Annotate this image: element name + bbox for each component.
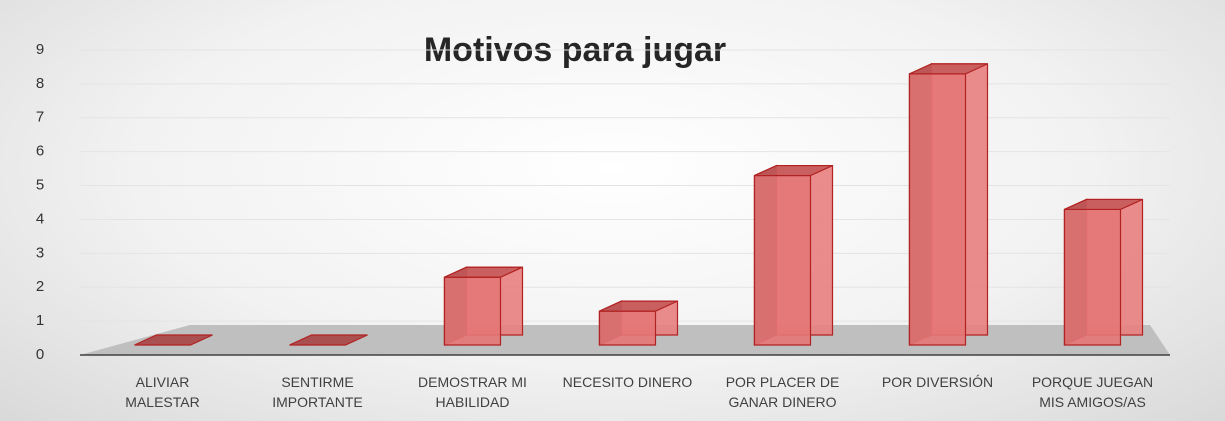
y-tick-label: 9 bbox=[36, 41, 44, 58]
bar bbox=[753, 164, 834, 346]
bar-front bbox=[753, 174, 812, 346]
bar bbox=[289, 334, 368, 346]
bar bbox=[908, 62, 989, 346]
bar-top bbox=[599, 300, 678, 312]
x-tick-label: SENTIRME IMPORTANTE bbox=[272, 374, 363, 410]
bar bbox=[134, 334, 213, 346]
bar bbox=[598, 300, 679, 346]
x-tick-label: POR DIVERSIÓN bbox=[881, 374, 994, 390]
bar-front bbox=[908, 73, 967, 346]
x-tick-label: POR PLACER DE GANAR DINERO bbox=[725, 374, 840, 410]
bar bbox=[1063, 198, 1144, 346]
y-tick-label: 1 bbox=[36, 312, 44, 329]
bar-top bbox=[1064, 198, 1143, 211]
y-tick-label: 3 bbox=[36, 244, 44, 261]
y-tick-label: 7 bbox=[36, 109, 44, 126]
y-tick-label: 6 bbox=[36, 143, 44, 160]
bar-top bbox=[289, 334, 368, 346]
x-tick-label: DEMOSTRAR MI HABILIDAD bbox=[418, 374, 527, 410]
bar-top bbox=[134, 334, 213, 346]
x-tick-label: ALIVIAR MALESTAR bbox=[125, 374, 200, 410]
bar-top bbox=[444, 266, 523, 278]
y-tick-label: 8 bbox=[36, 75, 44, 92]
bar-front bbox=[443, 276, 502, 346]
bar-top bbox=[909, 63, 988, 75]
y-tick-label: 2 bbox=[36, 278, 44, 295]
bar bbox=[443, 266, 524, 346]
x-tick-label: PORQUE JUEGAN MIS AMIGOS/AS bbox=[1031, 374, 1154, 410]
bar-front bbox=[1063, 208, 1122, 346]
bar-front bbox=[598, 310, 657, 346]
bar-top bbox=[754, 164, 833, 177]
y-tick-label: 0 bbox=[36, 346, 44, 363]
y-tick-label: 5 bbox=[36, 177, 44, 194]
x-tick-label: NECESITO DINERO bbox=[562, 374, 693, 390]
y-tick-label: 4 bbox=[36, 210, 44, 227]
